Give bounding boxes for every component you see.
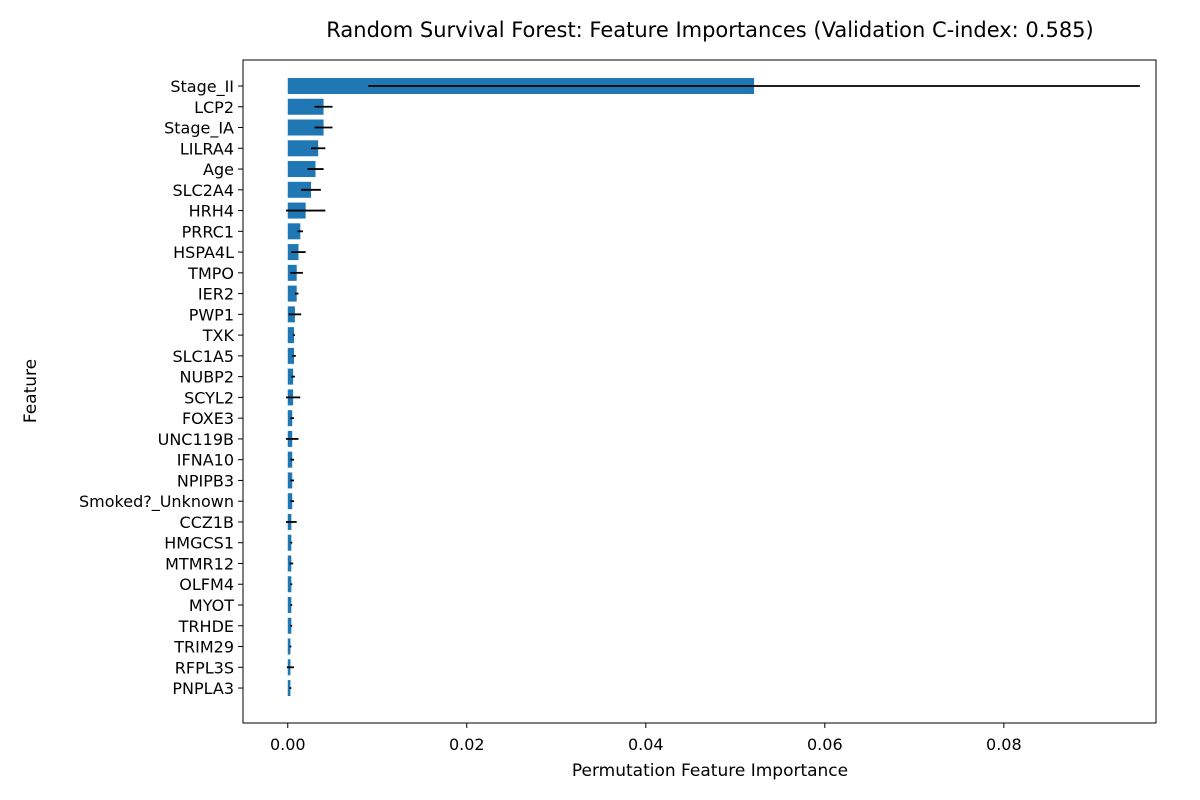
y-tick-label: TMPO <box>187 264 234 283</box>
y-tick-label: TRIM29 <box>173 638 234 657</box>
bars-layer <box>287 78 755 697</box>
x-tick-label: 0.06 <box>807 735 843 754</box>
y-tick-label: RFPL3S <box>175 658 234 677</box>
y-tick-label: LILRA4 <box>180 139 234 158</box>
y-tick-label: TRHDE <box>178 617 234 636</box>
y-tick-label: IFNA10 <box>177 451 234 470</box>
chart-title: Random Survival Forest: Feature Importan… <box>326 18 1093 42</box>
y-tick-label: HRH4 <box>189 202 234 221</box>
x-tick-label: 0.02 <box>449 735 485 754</box>
y-tick-label: OLFM4 <box>179 575 234 594</box>
y-tick-label: Age <box>203 160 234 179</box>
bar-13 <box>287 347 295 364</box>
y-tick-label: Stage_II <box>170 77 234 97</box>
y-tick-label: PWP1 <box>189 305 234 324</box>
y-tick-label: SLC2A4 <box>172 181 234 200</box>
y-tick-label: LCP2 <box>194 98 234 117</box>
y-tick-label: Smoked?_Unknown <box>79 492 234 512</box>
bar-4 <box>287 161 316 178</box>
y-tick-label: MTMR12 <box>165 554 234 573</box>
y-axis-label: Feature <box>21 359 41 423</box>
y-tick-label: HSPA4L <box>173 243 234 262</box>
bar-16 <box>287 410 293 427</box>
y-tick-label: NPIPB3 <box>177 471 234 490</box>
error-bars-layer <box>285 85 1140 689</box>
x-axis: 0.00 0.02 0.04 0.06 0.08 <box>270 723 1022 754</box>
y-tick-label: PRRC1 <box>182 222 234 241</box>
y-axis: Stage_IILCP2Stage_IALILRA4AgeSLC2A4HRH4P… <box>79 77 243 698</box>
bar-18 <box>287 451 293 468</box>
y-tick-label: Stage_IA <box>164 119 234 139</box>
bar-25 <box>287 597 292 613</box>
x-tick-label: 0.04 <box>628 735 664 754</box>
bar-3 <box>287 140 319 157</box>
y-tick-label: FOXE3 <box>182 409 234 428</box>
y-tick-label: HMGCS1 <box>164 534 234 553</box>
bar-24 <box>287 576 292 593</box>
x-tick-label: 0.00 <box>270 735 306 754</box>
bar-14 <box>287 368 294 385</box>
bar-12 <box>287 327 295 344</box>
y-tick-label: CCZ1B <box>180 513 234 532</box>
y-tick-label: SLC1A5 <box>172 347 234 366</box>
y-tick-label: SCYL2 <box>184 388 234 407</box>
bar-22 <box>287 534 292 551</box>
bar-1 <box>287 98 324 115</box>
bar-7 <box>287 223 301 240</box>
y-tick-label: NUBP2 <box>180 368 234 387</box>
x-axis-label: Permutation Feature Importance <box>572 761 848 781</box>
y-tick-label: IER2 <box>198 285 234 304</box>
bar-2 <box>287 119 324 136</box>
y-tick-label: UNC119B <box>158 430 234 449</box>
x-tick-label: 0.08 <box>986 735 1022 754</box>
bar-27 <box>287 638 291 655</box>
plot-frame <box>242 59 1157 724</box>
bar-19 <box>287 472 293 489</box>
y-tick-label: TXK <box>202 326 235 345</box>
y-tick-label: MYOT <box>189 596 234 615</box>
bar-29 <box>287 680 291 697</box>
bar-5 <box>287 181 312 198</box>
y-tick-label: PNPLA3 <box>172 679 234 698</box>
bar-10 <box>287 285 297 302</box>
bar-20 <box>287 493 293 510</box>
bar-26 <box>287 617 292 634</box>
